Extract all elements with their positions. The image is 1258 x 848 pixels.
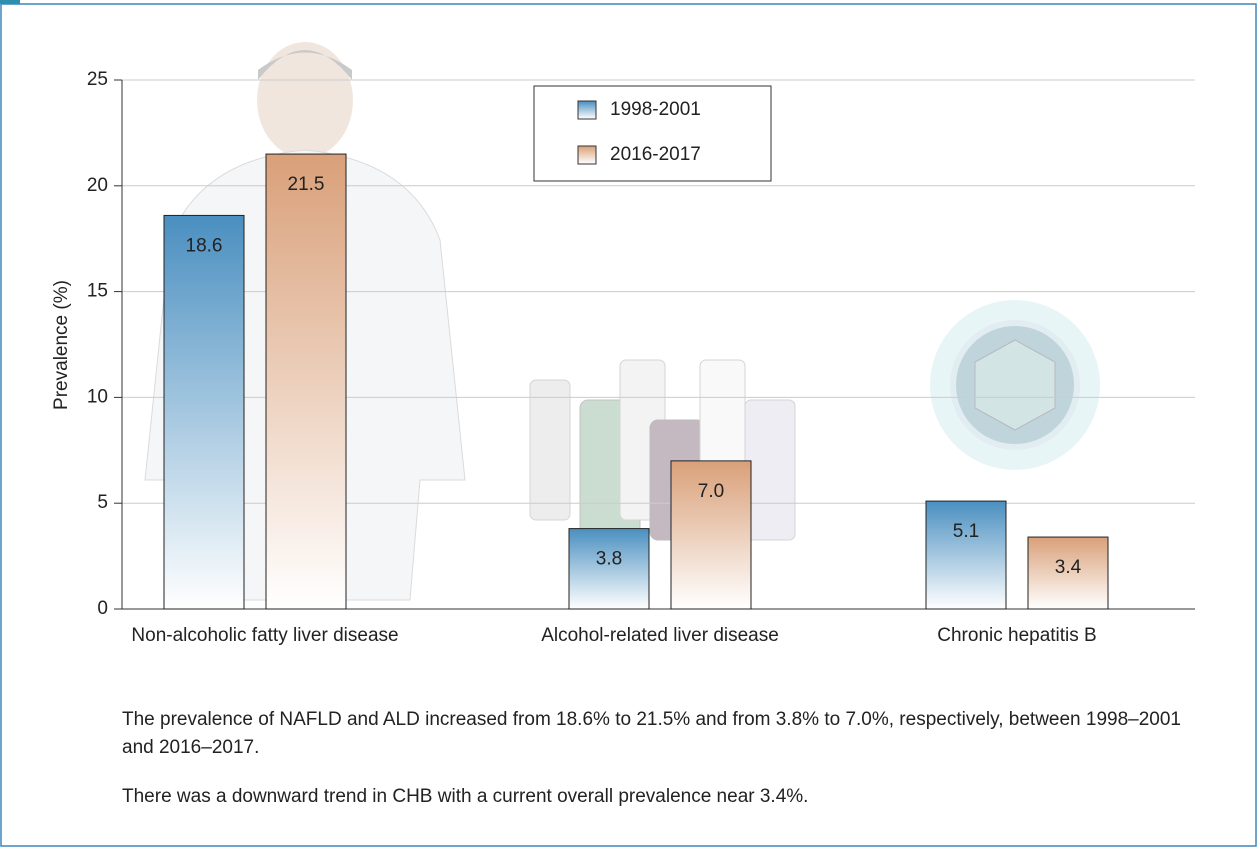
bar [265,153,347,610]
data-label: 21.5 [288,174,325,195]
data-label: 7.0 [698,481,724,502]
legend-label: 2016-2017 [610,144,701,165]
bar [925,500,1007,610]
bar [163,214,245,610]
data-label: 3.4 [1055,557,1082,578]
virus-glow [930,300,1100,470]
bottle [744,399,796,541]
data-label: 3.8 [596,549,622,570]
legend [533,85,772,182]
bottle [529,379,571,521]
bar [1027,536,1109,610]
frame-accent [0,0,20,4]
y-tick-label: 25 [87,69,108,90]
person-head [257,42,353,158]
y-axis-label: Prevalence (%) [51,280,72,410]
person-hair [258,50,352,80]
caption: The prevalence of NAFLD and ALD increase… [122,709,1181,758]
y-tick-label: 0 [97,598,108,619]
virus [950,320,1080,450]
bar [568,528,650,610]
data-label: 5.1 [953,521,979,542]
virus-capsid [974,339,1056,431]
y-tick-label: 5 [97,492,108,513]
x-tick-label: Alcohol-related liver disease [541,625,779,646]
legend-swatch [577,100,597,120]
x-tick-label: Non-alcoholic fatty liver disease [131,625,399,646]
frame [0,3,1257,847]
data-label: 18.6 [186,235,223,256]
caption: There was a downward trend in CHB with a… [122,786,809,807]
bar [670,460,752,610]
legend-label: 1998-2001 [610,99,701,120]
bottle [619,359,666,521]
y-tick-label: 20 [87,175,108,196]
legend-swatch [577,145,597,165]
y-tick-label: 15 [87,281,108,302]
y-tick-label: 10 [87,386,108,407]
x-tick-label: Chronic hepatitis B [937,625,1097,646]
